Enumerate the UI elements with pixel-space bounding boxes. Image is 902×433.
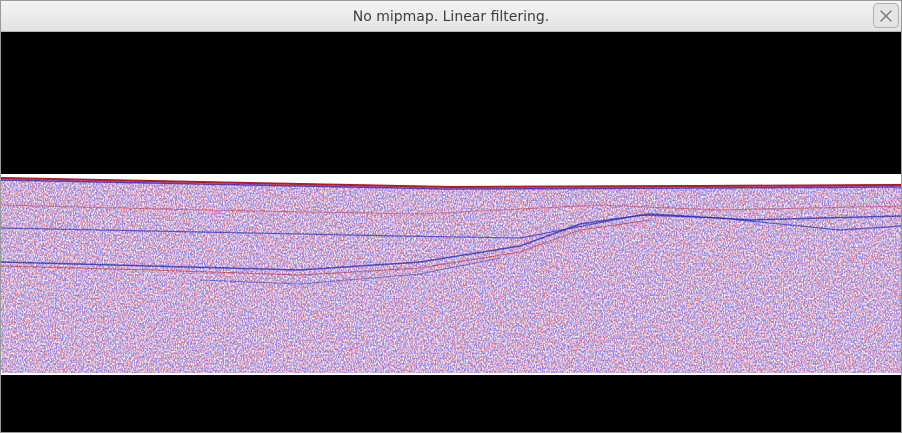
window-title: No mipmap. Linear filtering.	[353, 9, 550, 25]
title-bar	[1, 1, 901, 32]
close-button[interactable]	[873, 3, 899, 28]
seismic-image	[0, 174, 902, 375]
